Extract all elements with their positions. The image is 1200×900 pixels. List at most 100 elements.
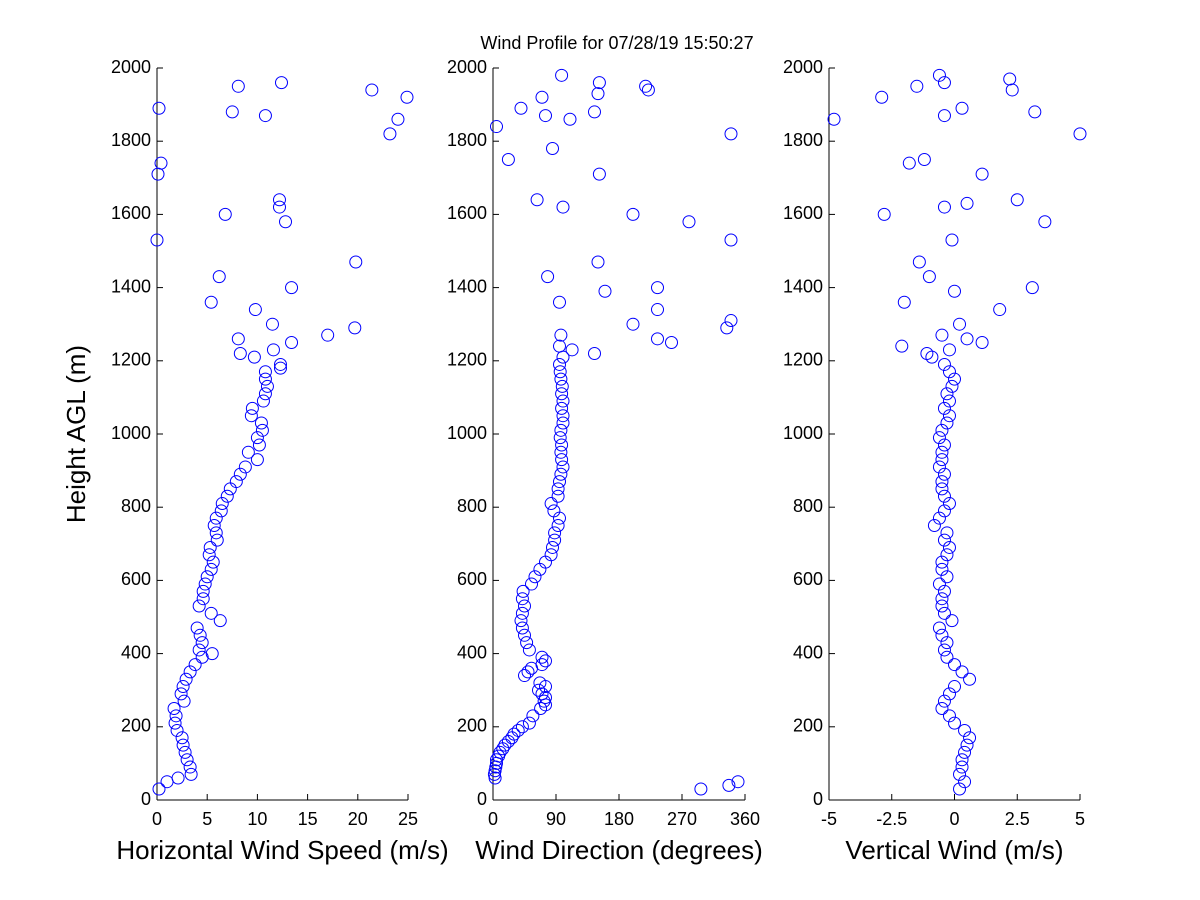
data-point xyxy=(895,339,909,353)
data-point xyxy=(544,548,558,562)
data-point xyxy=(160,775,174,789)
y-tick-label: 600 xyxy=(121,569,151,589)
y-tick-label: 1600 xyxy=(447,203,487,223)
data-point xyxy=(937,76,951,90)
data-point xyxy=(493,745,507,759)
data-point xyxy=(555,401,569,415)
data-point xyxy=(547,504,561,518)
data-point xyxy=(592,76,606,90)
x-tick-label: -5 xyxy=(821,809,837,829)
data-point xyxy=(975,336,989,349)
y-tick-label: 1000 xyxy=(783,423,823,443)
data-point xyxy=(932,431,946,445)
data-point xyxy=(960,332,974,346)
data-point xyxy=(555,387,569,401)
x-axis-label: Horizontal Wind Speed (m/s) xyxy=(116,835,448,865)
data-point xyxy=(935,555,949,569)
y-tick-label: 200 xyxy=(793,716,823,736)
data-point xyxy=(521,665,535,679)
data-point xyxy=(724,233,738,247)
data-point xyxy=(937,467,951,481)
data-point xyxy=(539,654,552,668)
data-point xyxy=(225,105,239,119)
data-point xyxy=(940,416,954,430)
x-tick-label: 20 xyxy=(348,809,368,829)
data-point xyxy=(539,109,552,123)
data-point xyxy=(514,614,528,628)
data-point xyxy=(190,621,204,635)
data-point xyxy=(204,295,218,309)
data-point xyxy=(940,636,954,650)
data-point xyxy=(258,365,272,379)
data-point xyxy=(955,101,969,115)
y-tick-label: 1800 xyxy=(783,130,823,150)
x-tick-label: 90 xyxy=(546,809,566,829)
data-point xyxy=(1005,83,1019,97)
data-point xyxy=(546,142,559,156)
data-point xyxy=(940,570,954,584)
data-point xyxy=(953,782,967,796)
data-point xyxy=(195,636,209,650)
data-point xyxy=(932,68,946,82)
data-point xyxy=(953,767,967,781)
data-point xyxy=(273,357,287,371)
y-axis-label: Height AGL (m) xyxy=(61,345,91,523)
data-point xyxy=(963,731,977,745)
data-point xyxy=(591,255,605,269)
data-point xyxy=(1073,127,1087,141)
data-point xyxy=(553,295,566,309)
x-tick-label: 15 xyxy=(298,809,318,829)
data-point xyxy=(960,738,974,752)
data-point xyxy=(565,343,579,357)
data-point xyxy=(940,387,954,401)
data-point xyxy=(192,599,206,613)
data-point xyxy=(490,120,503,134)
data-point xyxy=(553,339,566,353)
y-tick-label: 0 xyxy=(477,789,487,809)
y-tick-label: 1200 xyxy=(447,350,487,370)
data-point xyxy=(207,519,221,532)
data-point xyxy=(272,200,286,214)
data-point xyxy=(520,636,534,650)
y-tick-label: 1400 xyxy=(783,276,823,296)
data-point xyxy=(554,445,568,459)
data-point xyxy=(942,343,956,357)
data-point xyxy=(200,570,214,584)
data-point xyxy=(958,723,972,737)
data-point xyxy=(175,731,189,745)
data-point xyxy=(534,702,548,715)
data-point xyxy=(993,303,1007,317)
y-tick-label: 800 xyxy=(793,496,823,516)
x-tick-label: 5 xyxy=(202,809,212,829)
y-tick-label: 2000 xyxy=(783,57,823,77)
y-tick-label: 1800 xyxy=(447,130,487,150)
data-point xyxy=(877,207,891,221)
data-point xyxy=(554,372,568,386)
data-point xyxy=(942,365,956,379)
data-point xyxy=(152,782,166,796)
data-point xyxy=(937,504,951,518)
y-tick-label: 1200 xyxy=(783,350,823,370)
data-point xyxy=(651,303,664,317)
data-point xyxy=(515,606,529,620)
data-point xyxy=(515,621,529,635)
data-point xyxy=(940,650,954,664)
data-point xyxy=(553,357,566,371)
data-point xyxy=(213,614,227,628)
y-tick-label: 0 xyxy=(141,789,151,809)
data-point xyxy=(233,346,247,360)
data-point xyxy=(214,504,228,518)
y-tick-label: 1200 xyxy=(111,350,151,370)
data-point xyxy=(960,196,974,210)
y-tick-label: 1400 xyxy=(447,276,487,296)
data-point xyxy=(953,317,967,331)
data-point xyxy=(937,357,951,371)
data-point xyxy=(935,599,949,613)
data-point xyxy=(553,475,566,489)
data-point xyxy=(937,200,951,214)
data-point xyxy=(948,284,961,298)
data-point xyxy=(507,727,521,741)
data-point xyxy=(256,394,270,408)
y-tick-label: 1800 xyxy=(111,130,151,150)
